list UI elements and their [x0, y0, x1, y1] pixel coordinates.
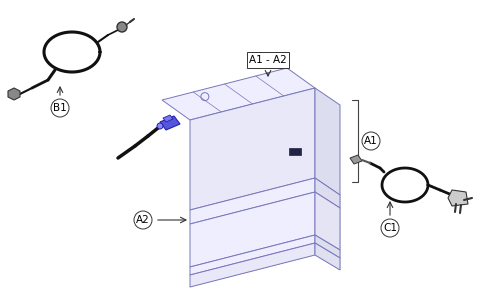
- Polygon shape: [315, 243, 340, 270]
- Circle shape: [157, 123, 163, 129]
- Circle shape: [51, 99, 69, 117]
- Polygon shape: [190, 192, 315, 267]
- Polygon shape: [350, 155, 362, 164]
- Polygon shape: [190, 235, 315, 275]
- Polygon shape: [163, 115, 173, 122]
- Text: A1 - A2: A1 - A2: [249, 55, 287, 65]
- FancyBboxPatch shape: [289, 148, 301, 155]
- Polygon shape: [315, 192, 340, 250]
- Polygon shape: [315, 235, 340, 258]
- Polygon shape: [160, 116, 180, 130]
- Circle shape: [362, 132, 380, 150]
- Polygon shape: [448, 190, 468, 206]
- Circle shape: [134, 211, 152, 229]
- Circle shape: [381, 219, 399, 237]
- Polygon shape: [162, 68, 315, 120]
- Text: B1: B1: [53, 103, 67, 113]
- Text: A2: A2: [136, 215, 150, 225]
- Text: A1: A1: [364, 136, 378, 146]
- Polygon shape: [315, 88, 340, 195]
- Polygon shape: [8, 88, 20, 100]
- Text: C1: C1: [383, 223, 397, 233]
- Polygon shape: [190, 243, 315, 287]
- Circle shape: [117, 22, 127, 32]
- Polygon shape: [190, 178, 315, 224]
- Polygon shape: [190, 88, 315, 210]
- Polygon shape: [315, 178, 340, 208]
